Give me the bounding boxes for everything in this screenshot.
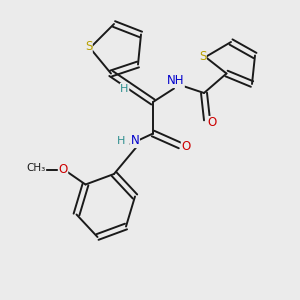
Text: S: S (199, 50, 206, 64)
Text: H: H (120, 83, 129, 94)
Text: O: O (207, 116, 216, 130)
Text: N: N (130, 134, 140, 148)
Text: O: O (182, 140, 190, 154)
Text: NH: NH (167, 74, 184, 88)
Text: H: H (117, 136, 126, 146)
Text: O: O (58, 163, 68, 176)
Text: CH₃: CH₃ (26, 163, 46, 173)
Text: S: S (85, 40, 92, 53)
